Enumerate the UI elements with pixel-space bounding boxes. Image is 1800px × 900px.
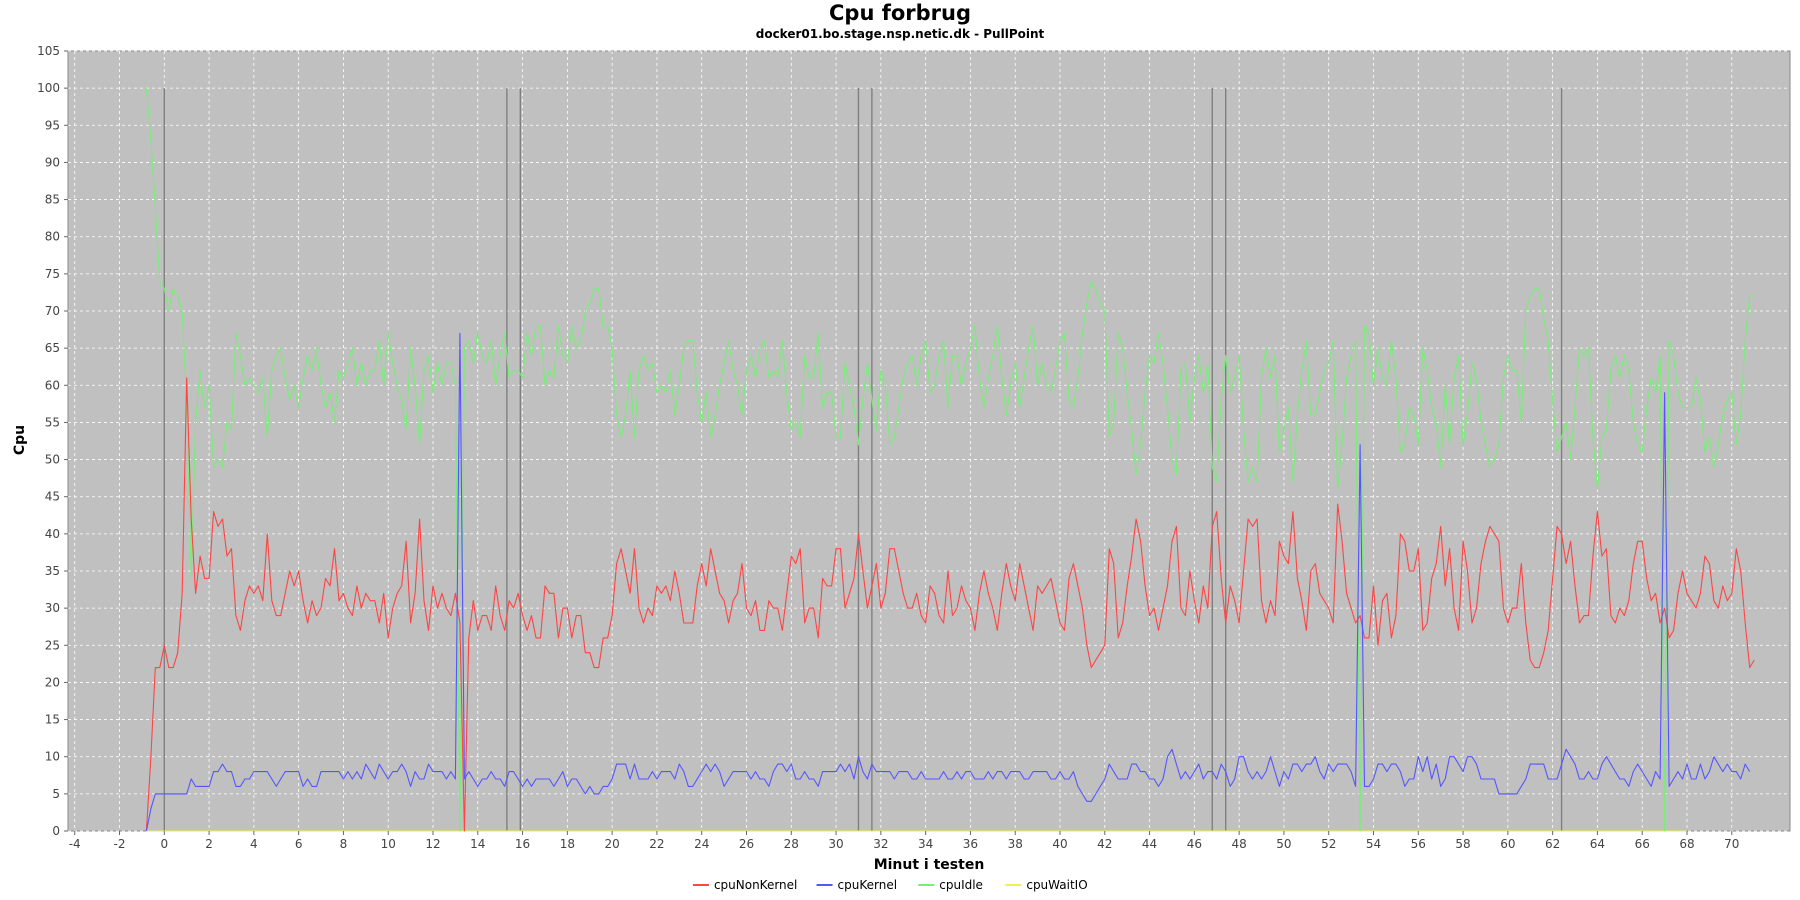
plot-area bbox=[67, 50, 1791, 832]
y-axis-label: Cpu bbox=[12, 425, 28, 455]
x-tick-label: 18 bbox=[560, 837, 575, 851]
x-tick-label: 10 bbox=[381, 837, 396, 851]
y-tick-label: 90 bbox=[45, 155, 60, 169]
y-tick-label: 50 bbox=[45, 453, 60, 467]
y-tick-label: 85 bbox=[45, 193, 60, 207]
y-tick-label: 100 bbox=[37, 81, 60, 95]
y-tick-label: 0 bbox=[52, 824, 60, 838]
x-tick-label: 32 bbox=[873, 837, 888, 851]
x-tick-label: 4 bbox=[250, 837, 258, 851]
chart-subtitle: docker01.bo.stage.nsp.netic.dk - PullPoi… bbox=[756, 27, 1045, 41]
chart-title: Cpu forbrug bbox=[829, 1, 971, 25]
y-tick-label: 5 bbox=[52, 787, 60, 801]
grid-lines bbox=[68, 50, 1790, 832]
x-tick-label: 40 bbox=[1052, 837, 1067, 851]
y-tick-label: 20 bbox=[45, 675, 60, 689]
x-tick-label: 16 bbox=[515, 837, 530, 851]
marker-lines bbox=[163, 88, 1563, 831]
x-tick-label: 36 bbox=[963, 837, 978, 851]
y-tick-label: 75 bbox=[45, 267, 60, 281]
x-tick-label: 24 bbox=[694, 837, 709, 851]
x-tick-label: 8 bbox=[340, 837, 348, 851]
x-tick-label: 50 bbox=[1276, 837, 1291, 851]
x-tick-label: -2 bbox=[114, 837, 126, 851]
x-tick-label: 52 bbox=[1321, 837, 1336, 851]
x-tick-label: 28 bbox=[784, 837, 799, 851]
y-tick-label: 105 bbox=[37, 44, 60, 58]
y-tick-label: 35 bbox=[45, 564, 60, 578]
x-tick-label: 38 bbox=[1008, 837, 1023, 851]
y-tick-label: 70 bbox=[45, 304, 60, 318]
y-tick-label: 40 bbox=[45, 527, 60, 541]
x-tick-label: 66 bbox=[1635, 837, 1650, 851]
y-tick-label: 30 bbox=[45, 601, 60, 615]
x-tick-label: 68 bbox=[1679, 837, 1694, 851]
x-tick-label: 26 bbox=[739, 837, 754, 851]
x-tick-label: 42 bbox=[1097, 837, 1112, 851]
x-tick-label: 54 bbox=[1366, 837, 1381, 851]
x-tick-label: 20 bbox=[605, 837, 620, 851]
series-line-cpuKernel bbox=[145, 332, 1751, 832]
x-tick-label: 44 bbox=[1142, 837, 1157, 851]
x-tick-label: 60 bbox=[1500, 837, 1515, 851]
legend-label-cpuKernel: cpuKernel bbox=[838, 878, 898, 892]
y-tick-label: 15 bbox=[45, 713, 60, 727]
legend-label-cpuWaitIO: cpuWaitIO bbox=[1026, 878, 1087, 892]
legend: cpuNonKernel cpuKernel cpuIdle cpuWaitIO bbox=[692, 878, 1088, 892]
x-tick-label: 46 bbox=[1187, 837, 1202, 851]
y-tick-label: 55 bbox=[45, 415, 60, 429]
x-tick-label: 58 bbox=[1455, 837, 1470, 851]
y-tick-label: 95 bbox=[45, 118, 60, 132]
legend-label-cpuNonKernel: cpuNonKernel bbox=[714, 878, 797, 892]
x-tick-label: 64 bbox=[1590, 837, 1605, 851]
y-tick-label: 45 bbox=[45, 490, 60, 504]
y-tick-label: 80 bbox=[45, 230, 60, 244]
x-axis-ticks: -4 -2 0 2 4 6 8 10 12 14 16 18 20 22 24 26 28 30 32 34 36 38 4… bbox=[69, 831, 1739, 851]
y-tick-label: 60 bbox=[45, 378, 60, 392]
y-tick-label: 25 bbox=[45, 638, 60, 652]
x-tick-label: 12 bbox=[425, 837, 440, 851]
x-tick-label: 6 bbox=[295, 837, 303, 851]
x-tick-label: 2 bbox=[205, 837, 213, 851]
x-tick-label: 14 bbox=[470, 837, 485, 851]
y-tick-label: 65 bbox=[45, 341, 60, 355]
x-tick-label: 0 bbox=[160, 837, 168, 851]
x-tick-label: 62 bbox=[1545, 837, 1560, 851]
y-tick-label: 10 bbox=[45, 750, 60, 764]
x-tick-label: -4 bbox=[69, 837, 81, 851]
x-tick-label: 30 bbox=[828, 837, 843, 851]
x-axis-label: Minut i testen bbox=[874, 857, 985, 873]
series-line-cpuIdle bbox=[145, 88, 1755, 832]
x-tick-label: 56 bbox=[1411, 837, 1426, 851]
y-axis-ticks: 0 5 10 15 20 25 30 35 40 45 50 55 60 65 70 75 80 85 90 95 10… bbox=[37, 44, 68, 838]
x-tick-label: 48 bbox=[1231, 837, 1246, 851]
series-line-cpuNonKernel bbox=[145, 377, 1755, 832]
x-tick-label: 22 bbox=[649, 837, 664, 851]
x-tick-label: 34 bbox=[918, 837, 933, 851]
x-tick-label: 70 bbox=[1724, 837, 1739, 851]
legend-label-cpuIdle: cpuIdle bbox=[939, 878, 983, 892]
